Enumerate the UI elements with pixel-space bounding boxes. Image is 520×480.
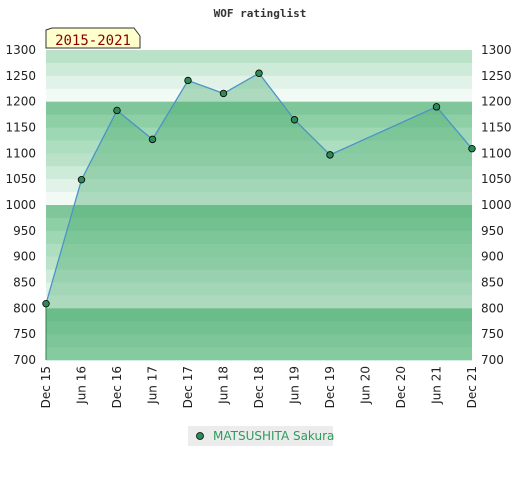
x-tick-label: Jun 16 xyxy=(75,366,89,405)
legend: MATSUSHITA Sakura xyxy=(188,426,334,446)
background-band xyxy=(46,321,472,335)
y-axis-left: 700 750 800 850 900 950 1000 1050 1100 1150 1200 12… xyxy=(5,43,36,367)
data-point xyxy=(148,135,157,144)
y-axis-right: 700 750 800 850 900 950 1000 1050 1100 1150 1200 12… xyxy=(481,43,512,367)
data-point xyxy=(113,106,121,115)
y-tick-label-right: 1150 xyxy=(481,121,512,135)
background-band xyxy=(46,295,472,309)
y-tick-label-left: 800 xyxy=(13,301,36,315)
data-point xyxy=(184,76,192,85)
data-point xyxy=(468,144,476,153)
background-band xyxy=(46,205,472,219)
legend-marker xyxy=(196,432,204,440)
y-tick-label-right: 1000 xyxy=(481,198,512,212)
background-band xyxy=(46,308,472,322)
x-tick-label: Dec 16 xyxy=(110,366,124,408)
background-band xyxy=(46,101,472,116)
y-tick-label-left: 900 xyxy=(13,250,36,264)
background-band xyxy=(46,334,472,348)
background-band xyxy=(46,75,472,90)
y-tick-label-right: 800 xyxy=(481,301,504,315)
x-tick-label: Jun 20 xyxy=(359,366,373,405)
legend-box xyxy=(188,426,333,446)
period-badge: 2015-2021 xyxy=(45,27,141,49)
y-tick-label-right: 1100 xyxy=(481,146,512,160)
data-point xyxy=(432,103,441,111)
background-band xyxy=(46,230,472,245)
y-tick-label-right: 1200 xyxy=(481,95,512,109)
background-band xyxy=(46,179,472,193)
x-tick-label: Jun 18 xyxy=(217,366,231,405)
chart-title: WOF ratinglist xyxy=(214,7,307,20)
x-tick-label: Jun 19 xyxy=(288,366,302,405)
background-band xyxy=(46,114,472,128)
data-point xyxy=(219,89,228,98)
background-band xyxy=(46,192,472,206)
y-tick-label-left: 1100 xyxy=(5,146,36,160)
background-band xyxy=(46,256,472,271)
data-point xyxy=(290,116,299,124)
y-tick-label-left: 700 xyxy=(13,353,36,367)
points-layer xyxy=(42,69,476,308)
x-axis: Dec 15 Jun 16 Dec 16 Jun 17 Dec 17 Jun 18 Dec … xyxy=(39,366,479,408)
area-layer xyxy=(45,73,472,360)
x-tick-label: Dec 20 xyxy=(394,366,408,408)
period-badge-text: 2015-2021 xyxy=(55,33,131,49)
series-area xyxy=(46,73,472,360)
data-point xyxy=(255,69,263,77)
y-tick-label-right: 950 xyxy=(481,224,504,238)
background-band xyxy=(46,153,472,167)
background-band xyxy=(46,140,472,154)
y-tick-label-right: 750 xyxy=(481,327,504,341)
background-band xyxy=(46,243,472,258)
y-tick-label-right: 850 xyxy=(481,276,504,290)
y-tick-label-left: 850 xyxy=(13,276,36,290)
y-tick-label-right: 900 xyxy=(481,250,504,264)
x-tick-label: Dec 19 xyxy=(323,366,337,408)
background-band xyxy=(46,217,472,232)
y-tick-label-left: 950 xyxy=(13,224,36,238)
period-badge-box xyxy=(45,27,141,49)
x-tick-label: Jun 17 xyxy=(146,366,160,405)
background-band xyxy=(46,269,472,283)
y-tick-label-right: 1300 xyxy=(481,43,512,57)
x-tick-label: Jun 21 xyxy=(430,366,444,405)
data-point xyxy=(326,151,334,159)
y-tick-label-left: 1250 xyxy=(5,69,36,83)
y-tick-label-left: 1300 xyxy=(5,43,36,57)
y-tick-label-left: 1200 xyxy=(5,95,36,109)
background-band xyxy=(46,166,472,180)
y-tick-label-left: 1050 xyxy=(5,172,36,186)
x-tick-label: Dec 15 xyxy=(39,366,53,408)
y-tick-label-right: 1250 xyxy=(481,69,512,83)
x-tick-label: Dec 21 xyxy=(465,366,479,408)
data-point xyxy=(42,299,50,308)
y-tick-label-left: 1000 xyxy=(5,198,36,212)
x-tick-label: Dec 18 xyxy=(252,366,266,408)
y-tick-label-left: 1150 xyxy=(5,121,36,135)
y-tick-label-right: 1050 xyxy=(481,172,512,186)
background-band xyxy=(46,88,472,103)
background-band xyxy=(46,282,472,296)
y-tick-label-right: 700 xyxy=(481,353,504,367)
background-band xyxy=(46,347,472,361)
x-tick-label: Dec 17 xyxy=(181,366,195,408)
data-point xyxy=(77,175,86,184)
background-band xyxy=(46,50,472,64)
y-tick-label-left: 750 xyxy=(13,327,36,341)
legend-label: MATSUSHITA Sakura xyxy=(213,429,334,443)
